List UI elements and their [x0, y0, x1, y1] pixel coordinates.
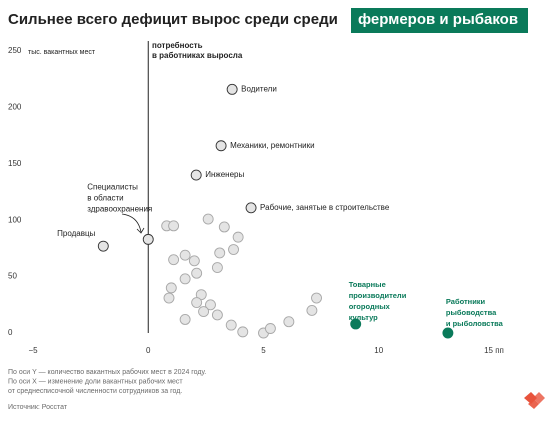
point-label-line: производители — [349, 291, 407, 300]
point-label: Водители — [241, 84, 277, 93]
x-tick-label: −5 — [28, 346, 38, 355]
y-tick-label: 50 — [8, 272, 17, 281]
point — [165, 282, 177, 294]
point-label: Рабочие, занятые в строительстве — [260, 203, 390, 212]
x-tick-label: 15 пп — [484, 346, 504, 355]
point-label: Работники рыбоводства и рыболовства — [446, 297, 504, 328]
source: Источник: Росстат — [8, 404, 68, 411]
point — [228, 244, 239, 255]
point — [264, 323, 276, 334]
point — [188, 255, 200, 267]
title-highlight-box — [351, 8, 528, 33]
point — [215, 140, 227, 152]
title-highlight: фермеров и рыбаков — [358, 11, 518, 28]
point — [179, 273, 191, 285]
point — [190, 169, 202, 181]
point-label-line: Рабочие, занятые в строительстве — [260, 203, 390, 212]
point-label-line: в области — [87, 193, 123, 202]
x-tick-label: 10 — [374, 346, 383, 355]
point — [163, 292, 175, 304]
point — [237, 326, 249, 338]
point — [179, 249, 191, 261]
point — [350, 318, 362, 330]
footnote: По оси Y — количество вакантных рабочих … — [8, 368, 206, 395]
y-tick-label: 200 — [8, 103, 22, 112]
point — [168, 254, 180, 266]
point-label: Механики, ремонтники — [230, 141, 314, 150]
point — [245, 202, 257, 214]
logo — [524, 392, 545, 409]
point-label-line: здравоохранения — [87, 204, 152, 213]
point — [179, 314, 191, 325]
point-label-line: рыбоводства — [446, 308, 497, 317]
point-label-line: и рыболовства — [446, 319, 504, 328]
point — [225, 319, 237, 331]
point-label-line: Водители — [241, 84, 277, 93]
point-label-line: Инженеры — [205, 170, 244, 179]
point — [442, 327, 454, 339]
y-tick-label: 0 — [8, 328, 13, 337]
point — [205, 299, 216, 311]
point — [226, 83, 238, 95]
point-label-line: культур — [349, 313, 378, 322]
y-axis-label: тыс. вакантных мест — [28, 49, 96, 56]
x-tick-label: 0 — [146, 346, 151, 355]
point — [142, 233, 154, 245]
y-tick-label: 250 — [8, 46, 22, 55]
chart-title: Сильнее всего дефицит вырос среди среди — [8, 11, 338, 28]
y-tick-label: 100 — [8, 215, 22, 224]
point — [232, 231, 244, 243]
y-tick-label: 150 — [8, 159, 22, 168]
point-label: Товарные производители огородных культур — [349, 280, 407, 322]
point — [218, 221, 230, 233]
point-label-line: Работники — [446, 297, 486, 306]
point-label-line: огородных — [349, 302, 391, 311]
point-label-line: Механики, ремонтники — [230, 141, 314, 150]
point-label: Инженеры — [205, 170, 244, 179]
point — [168, 220, 180, 232]
point — [191, 267, 203, 279]
point-label-line: Товарные — [349, 280, 386, 289]
point — [198, 306, 210, 318]
point — [97, 240, 109, 252]
point — [202, 213, 214, 225]
point-label-line: Продавцы — [57, 229, 95, 238]
point-label: Продавцы — [57, 229, 95, 238]
point-label: Специалисты в области здравоохранения — [87, 182, 152, 213]
point-label-line: Специалисты — [87, 182, 138, 191]
annotation: потребность в работниках выросла — [152, 41, 243, 60]
point — [283, 316, 295, 328]
annotation-arrow — [121, 213, 145, 234]
point — [311, 292, 322, 304]
point — [211, 309, 223, 321]
point — [214, 247, 226, 259]
point — [191, 297, 203, 308]
point — [306, 304, 318, 316]
point — [211, 262, 223, 274]
x-tick-label: 5 — [261, 346, 266, 355]
